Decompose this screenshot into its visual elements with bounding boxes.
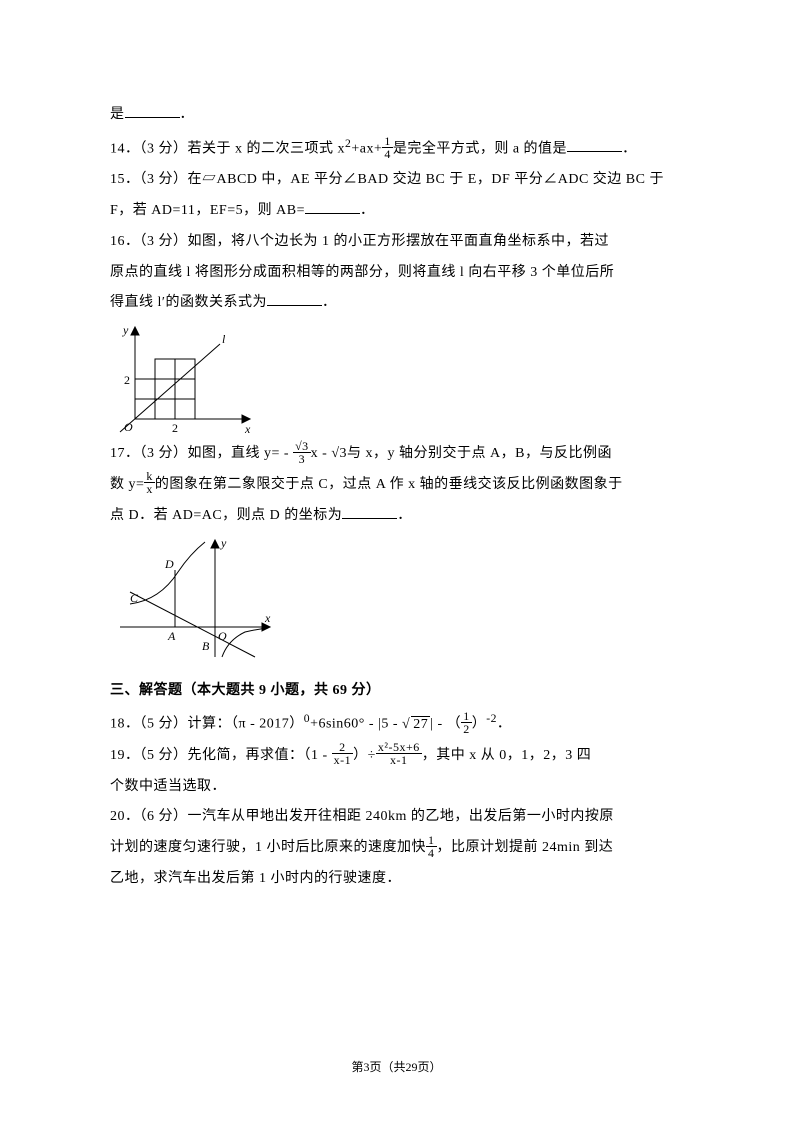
q16-t3: 得直线 l′的函数关系式为 [110, 295, 267, 310]
footer-prefix: 第 [351, 1060, 363, 1074]
q20-line3: 乙地，求汽车出发后第 1 小时内的行驶速度． [110, 864, 683, 895]
q19-pts: （5 分） [140, 748, 188, 763]
page-footer: 第3页（共29页） [0, 1054, 793, 1080]
q20-t2: 计划的速度匀速行驶，1 小时后比原来的速度加快 [110, 840, 426, 855]
y-label: y [220, 536, 227, 550]
q19-t1: 先化简，再求值：（1 ‑ [188, 748, 332, 763]
q16: 16．（3 分）如图，将八个边长为 1 的小正方形摆放在平面直角坐标系中，若过 [110, 227, 683, 258]
q17-t1: 如图，直线 y= ‑ [188, 446, 294, 461]
q16-num: 16． [110, 234, 140, 249]
q19-f2: x²-5x+6x-1 [376, 741, 422, 766]
q20-t1: 一汽车从甲地出发开往相距 240km 的乙地，出发后第一小时内按原 [188, 809, 614, 824]
q15-num: 15． [110, 172, 140, 187]
q20: 20．（6 分）一汽车从甲地出发开往相距 240km 的乙地，出发后第一小时内按… [110, 802, 683, 833]
q14-t1: 若关于 x 的二次三项式 x [188, 141, 346, 156]
q20-line2: 计划的速度匀速行驶，1 小时后比原来的速度加快14，比原计划提前 24min 到… [110, 833, 683, 864]
q18-t1: 计算：（π ‑ 2017） [188, 717, 304, 732]
footer-mid: 页（共 [369, 1060, 405, 1074]
q19: 19．（5 分）先化简，再求值：（1 ‑ 2x-1）÷x²-5x+6x-1，其中… [110, 741, 683, 772]
q17-slope: √33 [293, 440, 311, 465]
q17-t6: 点 D．若 AD=AC，则点 D 的坐标为 [110, 508, 342, 523]
q17-line3: 点 D．若 AD=AC，则点 D 的坐标为． [110, 501, 683, 532]
q20-pts: （6 分） [140, 809, 188, 824]
o-label: O [218, 629, 227, 643]
a-label: A [167, 629, 176, 643]
q14: 14．（3 分）若关于 x 的二次三项式 x2+ax+14是完全平方式，则 a … [110, 131, 683, 165]
q19-num: 19． [110, 748, 140, 763]
q19-f1: 2x-1 [332, 741, 354, 766]
q17: 17．（3 分）如图，直线 y= ‑ √33x ‑ √3与 x，y 轴分别交于点… [110, 439, 683, 470]
q16-pts: （3 分） [140, 234, 188, 249]
q16-figure: O x y l 2 2 [110, 319, 260, 439]
q17-line2: 数 y=kx的图象在第二象限交于点 C，过点 A 作 x 轴的垂线交该反比例函数… [110, 470, 683, 501]
q18: 18．（5 分）计算：（π ‑ 2017）0+6sin60° ‑ |5 ‑ 27… [110, 706, 683, 740]
q19-line2: 个数中适当选取． [110, 772, 683, 803]
x-label: x [244, 422, 251, 436]
q15-t1: 在▱ABCD 中，AE 平分∠BAD 交边 BC 于 E，DF 平分∠ADC 交… [188, 172, 664, 187]
q17-t4: 数 y= [110, 477, 144, 492]
origin-label: O [124, 420, 133, 434]
q17-kx: kx [144, 470, 155, 495]
q13-blank [125, 103, 180, 118]
q18-t5: ． [497, 717, 512, 732]
q16-blank [267, 291, 322, 306]
q14-t3: 是完全平方式，则 a 的值是 [393, 141, 567, 156]
q16-t1: 如图，将八个边长为 1 的小正方形摆放在平面直角坐标系中，若过 [188, 234, 610, 249]
q18-half: 12 [461, 710, 472, 735]
spacer [110, 662, 683, 676]
q16-t2: 原点的直线 l 将图形分成面积相等的两部分，则将直线 l 向右平移 3 个单位后… [110, 265, 614, 280]
q16-line2: 原点的直线 l 将图形分成面积相等的两部分，则将直线 l 向右平移 3 个单位后… [110, 258, 683, 289]
page: 是． 14．（3 分）若关于 x 的二次三项式 x2+ax+14是完全平方式，则… [0, 0, 793, 1122]
q18-t4: ） [472, 717, 487, 732]
q15-pts: （3 分） [140, 172, 188, 187]
q18-supn2: ‑2 [486, 712, 497, 725]
footer-total: 29 [406, 1060, 418, 1074]
b-label: B [202, 639, 210, 653]
q17-num: 17． [110, 446, 140, 461]
q14-blank [567, 137, 622, 152]
q20-t3: ，比原计划提前 24min 到达 [437, 840, 614, 855]
q15-t2: F，若 AD=11，EF=5，则 AB= [110, 203, 305, 218]
section3-title: 三、解答题（本大题共 9 小题，共 69 分） [110, 676, 683, 707]
d-label: D [164, 557, 174, 571]
q17-blank [342, 504, 397, 519]
q20-frac: 14 [426, 834, 437, 859]
q18-sqrt27: 27 [402, 710, 430, 741]
q17-figure: O x y A B C D [110, 532, 280, 662]
q17-intercept: √3 [331, 446, 347, 461]
l-label: l [222, 332, 226, 346]
ytick: 2 [124, 373, 130, 387]
q15-line2: F，若 AD=11，EF=5，则 AB=． [110, 196, 683, 227]
q17-pts: （3 分） [140, 446, 188, 461]
q14-pts: （3 分） [140, 141, 188, 156]
q17-t5: 的图象在第二象限交于点 C，过点 A 作 x 轴的垂线交该反比例函数图象于 [155, 477, 623, 492]
q17-t2: x ‑ [311, 446, 332, 461]
x-label: x [264, 611, 271, 625]
q16-line3: 得直线 l′的函数关系式为． [110, 288, 683, 319]
y-label: y [122, 323, 129, 337]
q19-t4: 个数中适当选取． [110, 779, 226, 794]
footer-suffix: 页） [418, 1060, 442, 1074]
q18-pts: （5 分） [140, 717, 188, 732]
q15: 15．（3 分）在▱ABCD 中，AE 平分∠BAD 交边 BC 于 E，DF … [110, 165, 683, 196]
q18-t3: | ‑ （ [430, 717, 461, 732]
q20-t4: 乙地，求汽车出发后第 1 小时内的行驶速度． [110, 871, 401, 886]
q17-t3: 与 x，y 轴分别交于点 A，B，与反比例函 [347, 446, 612, 461]
q14-num: 14． [110, 141, 140, 156]
q18-t2: +6sin60° ‑ |5 ‑ [310, 717, 402, 732]
q13-line: 是． [110, 100, 683, 131]
q19-t3: ，其中 x 从 0，1，2，3 四 [422, 748, 592, 763]
q15-blank [305, 199, 360, 214]
xtick: 2 [172, 421, 178, 435]
q19-t2: ）÷ [353, 748, 376, 763]
q18-num: 18． [110, 717, 140, 732]
q20-num: 20． [110, 809, 140, 824]
c-label: C [130, 591, 139, 605]
q14-t2: +ax+ [351, 141, 382, 156]
q14-frac: 14 [382, 135, 393, 160]
q13-tail: 是 [110, 107, 125, 122]
